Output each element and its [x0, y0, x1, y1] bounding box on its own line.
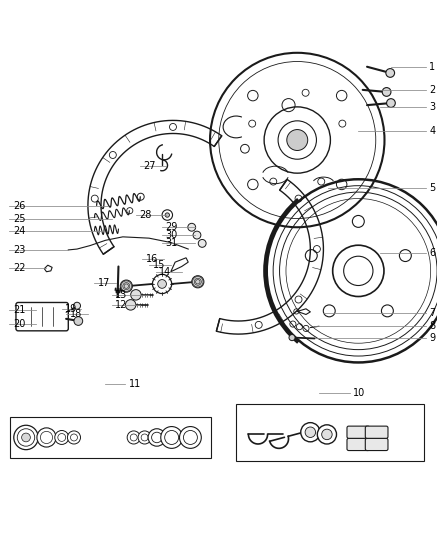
Text: 8: 8 [429, 321, 435, 331]
Text: 3: 3 [429, 102, 435, 112]
Text: 5: 5 [429, 183, 436, 193]
Text: 13: 13 [115, 290, 127, 300]
Circle shape [192, 276, 204, 288]
Circle shape [74, 302, 81, 309]
Text: 28: 28 [139, 210, 152, 220]
Circle shape [74, 317, 83, 325]
Text: 11: 11 [128, 379, 141, 389]
Text: 2: 2 [429, 85, 436, 95]
Text: 15: 15 [152, 260, 165, 270]
Text: 21: 21 [13, 305, 25, 315]
Circle shape [352, 215, 364, 228]
Circle shape [188, 223, 196, 231]
Text: 1: 1 [429, 62, 435, 72]
Text: 7: 7 [429, 308, 436, 318]
FancyBboxPatch shape [365, 426, 388, 438]
Circle shape [165, 213, 170, 217]
Text: 6: 6 [429, 248, 435, 259]
Circle shape [287, 130, 308, 150]
Text: 10: 10 [353, 388, 365, 398]
Circle shape [55, 431, 69, 445]
Circle shape [148, 429, 166, 446]
Circle shape [301, 423, 320, 442]
FancyBboxPatch shape [16, 303, 68, 331]
Circle shape [37, 428, 56, 447]
Text: 19: 19 [65, 304, 78, 314]
Circle shape [180, 426, 201, 448]
Text: 17: 17 [98, 278, 110, 288]
Circle shape [193, 231, 201, 239]
Bar [236, 404, 424, 461]
Text: 16: 16 [146, 254, 158, 264]
Circle shape [381, 305, 393, 317]
Circle shape [120, 280, 132, 292]
Text: 22: 22 [13, 263, 25, 273]
Bar [10, 417, 211, 457]
Text: 9: 9 [429, 334, 435, 343]
Circle shape [131, 289, 141, 300]
Circle shape [323, 305, 335, 317]
Text: 12: 12 [115, 300, 128, 310]
Circle shape [387, 99, 396, 108]
Circle shape [198, 239, 206, 247]
FancyBboxPatch shape [347, 426, 370, 438]
Circle shape [161, 426, 183, 448]
Circle shape [382, 87, 391, 96]
Text: 4: 4 [429, 126, 435, 136]
Circle shape [125, 300, 136, 310]
Circle shape [305, 249, 317, 262]
Circle shape [289, 335, 295, 341]
Circle shape [21, 433, 30, 442]
Text: 31: 31 [166, 238, 178, 248]
Text: 27: 27 [144, 161, 156, 171]
Circle shape [138, 431, 151, 444]
Text: 29: 29 [166, 222, 178, 232]
Circle shape [158, 280, 166, 288]
Text: 23: 23 [13, 245, 25, 255]
Circle shape [386, 69, 395, 77]
Text: 18: 18 [70, 309, 82, 319]
FancyBboxPatch shape [365, 438, 388, 450]
Text: 24: 24 [13, 226, 25, 236]
Circle shape [67, 431, 81, 444]
Circle shape [333, 245, 384, 296]
FancyBboxPatch shape [347, 438, 370, 450]
Circle shape [127, 431, 140, 444]
Circle shape [317, 425, 336, 444]
Circle shape [305, 427, 316, 438]
Text: 20: 20 [13, 319, 25, 329]
Text: 30: 30 [166, 230, 178, 240]
Circle shape [14, 425, 38, 450]
Text: 26: 26 [13, 201, 25, 211]
Circle shape [399, 249, 411, 262]
Text: 25: 25 [13, 214, 25, 223]
Text: 14: 14 [159, 266, 171, 277]
Circle shape [321, 429, 332, 440]
